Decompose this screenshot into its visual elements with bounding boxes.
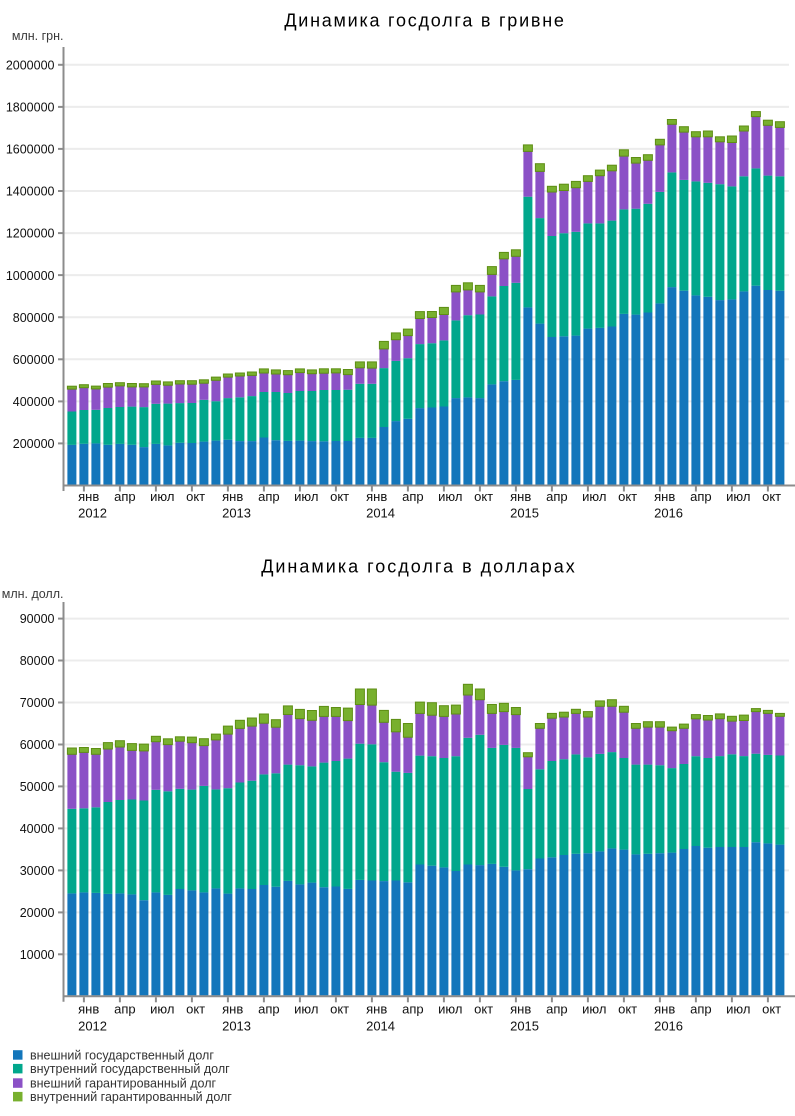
svg-text:50000: 50000 [20, 780, 55, 794]
svg-text:янв: янв [78, 1002, 99, 1017]
svg-text:апр: апр [258, 489, 280, 504]
svg-text:млн. грн.: млн. грн. [12, 29, 64, 43]
svg-text:янв: янв [78, 489, 99, 504]
svg-text:янв: янв [222, 489, 243, 504]
svg-text:янв: янв [366, 489, 387, 504]
svg-text:400000: 400000 [13, 395, 55, 409]
svg-text:апр: апр [114, 489, 136, 504]
svg-text:2016: 2016 [654, 1018, 683, 1033]
svg-text:2016: 2016 [654, 506, 683, 521]
svg-text:1000000: 1000000 [6, 269, 55, 283]
svg-text:2012: 2012 [78, 1018, 107, 1033]
svg-text:40000: 40000 [20, 822, 55, 836]
svg-text:Динамика госдолга в долларах: Динамика госдолга в долларах [261, 557, 577, 577]
svg-text:2014: 2014 [366, 506, 395, 521]
svg-text:1800000: 1800000 [6, 101, 55, 115]
svg-text:2013: 2013 [222, 1018, 251, 1033]
svg-text:20000: 20000 [20, 906, 55, 920]
svg-text:апр: апр [690, 1002, 712, 1017]
svg-text:60000: 60000 [20, 738, 55, 752]
svg-text:июл: июл [438, 1002, 462, 1017]
svg-text:1600000: 1600000 [6, 143, 55, 157]
svg-text:июл: июл [726, 489, 750, 504]
svg-text:внешний государственный долг: внешний государственный долг [30, 1049, 214, 1063]
svg-text:2013: 2013 [222, 506, 251, 521]
svg-text:внутренний гарантированный дол: внутренний гарантированный долг [30, 1090, 232, 1104]
svg-text:80000: 80000 [20, 654, 55, 668]
svg-text:июл: июл [294, 489, 318, 504]
svg-text:окт: окт [618, 1002, 637, 1017]
svg-text:июл: июл [726, 1002, 750, 1017]
svg-text:1400000: 1400000 [6, 185, 55, 199]
svg-text:70000: 70000 [20, 696, 55, 710]
svg-text:апр: апр [402, 1002, 424, 1017]
svg-text:200000: 200000 [13, 437, 55, 451]
svg-text:окт: окт [618, 489, 637, 504]
svg-text:окт: окт [474, 489, 493, 504]
svg-text:янв: янв [222, 1002, 243, 1017]
svg-text:июл: июл [438, 489, 462, 504]
svg-text:окт: окт [330, 489, 349, 504]
svg-text:апр: апр [258, 1002, 280, 1017]
svg-text:апр: апр [690, 489, 712, 504]
svg-text:апр: апр [402, 489, 424, 504]
svg-text:апр: апр [546, 489, 568, 504]
svg-text:2015: 2015 [510, 506, 539, 521]
svg-text:2012: 2012 [78, 506, 107, 521]
svg-text:янв: янв [510, 1002, 531, 1017]
svg-text:30000: 30000 [20, 864, 55, 878]
svg-text:90000: 90000 [20, 612, 55, 626]
svg-text:1200000: 1200000 [6, 227, 55, 241]
svg-text:окт: окт [762, 1002, 781, 1017]
svg-text:600000: 600000 [13, 353, 55, 367]
svg-text:млн. долл.: млн. долл. [2, 587, 64, 601]
svg-text:апр: апр [546, 1002, 568, 1017]
svg-text:Динамика госдолга в гривне: Динамика госдолга в гривне [284, 11, 565, 31]
svg-text:окт: окт [474, 1002, 493, 1017]
svg-text:2014: 2014 [366, 1018, 395, 1033]
svg-text:10000: 10000 [20, 948, 55, 962]
svg-text:апр: апр [114, 1002, 136, 1017]
svg-text:окт: окт [762, 489, 781, 504]
svg-text:800000: 800000 [13, 311, 55, 325]
svg-text:янв: янв [654, 489, 675, 504]
svg-text:июл: июл [150, 1002, 174, 1017]
svg-text:июл: июл [150, 489, 174, 504]
svg-text:внутренний государственный дол: внутренний государственный долг [30, 1062, 230, 1076]
svg-text:окт: окт [186, 1002, 205, 1017]
svg-text:янв: янв [510, 489, 531, 504]
svg-text:июл: июл [294, 1002, 318, 1017]
svg-text:внешний гарантированный долг: внешний гарантированный долг [30, 1077, 216, 1091]
svg-text:июл: июл [582, 489, 606, 504]
svg-text:янв: янв [366, 1002, 387, 1017]
svg-text:2015: 2015 [510, 1018, 539, 1033]
svg-text:окт: окт [330, 1002, 349, 1017]
svg-text:окт: окт [186, 489, 205, 504]
svg-text:июл: июл [582, 1002, 606, 1017]
svg-text:2000000: 2000000 [6, 58, 55, 72]
svg-text:янв: янв [654, 1002, 675, 1017]
